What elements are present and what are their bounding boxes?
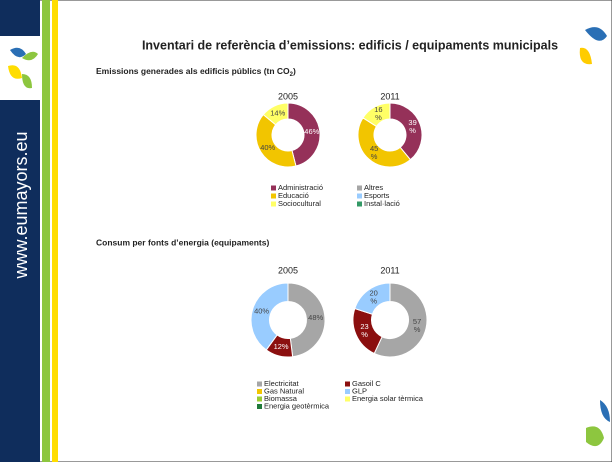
data-label: 40%	[260, 143, 275, 152]
legend-swatch	[357, 193, 362, 199]
pie-slice	[362, 102, 391, 128]
legend-swatch	[345, 389, 350, 394]
data-label: 39%	[408, 118, 416, 135]
chart-title: 2011	[380, 91, 399, 101]
legend-label: Biomassa	[264, 394, 298, 403]
chart-title: 2005	[278, 91, 298, 101]
data-label: 48%	[308, 313, 323, 322]
legend-label: Energia geotèrmica	[264, 401, 330, 410]
legend-swatch	[271, 201, 276, 207]
pie-slice	[373, 282, 428, 358]
legend-label: GLP	[352, 386, 367, 395]
data-label-line: 20	[370, 289, 378, 298]
legend-swatch	[257, 404, 262, 409]
corner-logo	[579, 27, 610, 447]
data-label-line: %	[414, 325, 421, 334]
pie-slice	[287, 282, 326, 358]
pie-slice	[357, 117, 412, 168]
legend-label: Electricitat	[264, 379, 300, 388]
legend-swatch	[357, 185, 362, 191]
legend-label: Energia solar tèrmica	[352, 394, 424, 403]
data-label-line: 23	[360, 322, 368, 331]
legend-swatch	[271, 185, 276, 191]
data-label-line: 16	[374, 105, 382, 114]
legend-swatch	[257, 381, 262, 387]
data-label: 16%	[374, 105, 382, 122]
data-label: 57%	[413, 317, 421, 334]
legend-swatch	[345, 381, 350, 387]
data-label: 46%	[304, 127, 319, 136]
data-label: 40%	[254, 306, 269, 315]
legend-swatch	[345, 396, 350, 402]
slide-title: Inventari de referència d’emissions: edi…	[142, 38, 558, 52]
data-label: 12%	[274, 342, 289, 351]
pie-slice	[262, 102, 289, 126]
pie-slice	[354, 282, 391, 315]
section-title-text: Emissions generades als edificis públics…	[96, 66, 290, 76]
section-title: Consum per fonts d’energia (equipaments)	[96, 237, 269, 247]
data-label-line: %	[375, 113, 382, 122]
legend-swatch	[271, 193, 276, 199]
sidebar-stripe	[42, 0, 50, 462]
data-label-line: %	[361, 330, 368, 339]
legend-label: Educació	[278, 191, 309, 200]
data-label-line: 39	[408, 118, 416, 127]
legend-swatch	[257, 389, 262, 394]
logo	[8, 47, 38, 89]
legend-label: Sociocultural	[278, 199, 321, 208]
data-label: 20%	[370, 289, 378, 306]
data-label: 45%	[370, 144, 378, 161]
section-title-end: )	[293, 66, 296, 76]
data-label: 23%	[360, 322, 368, 339]
pie-slice	[255, 113, 297, 168]
section-title: Emissions generades als edificis públics…	[96, 66, 296, 77]
legend-label: Instal·lació	[364, 199, 400, 208]
pie-slice	[250, 282, 289, 351]
section-title-sub: 2	[290, 72, 294, 78]
pie-slice	[287, 102, 321, 167]
data-label-line: 45	[370, 144, 378, 153]
legend-label: Esports	[364, 191, 390, 200]
sidebar-text: www.eumayors.eu	[11, 131, 31, 279]
data-label: 14%	[270, 108, 285, 117]
legend-label: Altres	[364, 183, 383, 192]
legend-swatch	[357, 201, 362, 207]
legend-swatch	[257, 396, 262, 402]
legend-label: Gas Natural	[264, 386, 304, 395]
legend-label: Administració	[278, 183, 323, 192]
chart-title: 2011	[380, 265, 399, 275]
chart-title: 2005	[278, 265, 298, 275]
logo-box	[0, 36, 40, 100]
data-label-line: %	[409, 126, 416, 135]
data-label-line: 57	[413, 317, 421, 326]
data-label-line: %	[371, 152, 378, 161]
pie-slice	[389, 102, 423, 161]
data-label-line: %	[370, 297, 377, 306]
legend-label: Gasoil C	[352, 379, 381, 388]
sidebar-stripe	[52, 0, 58, 462]
